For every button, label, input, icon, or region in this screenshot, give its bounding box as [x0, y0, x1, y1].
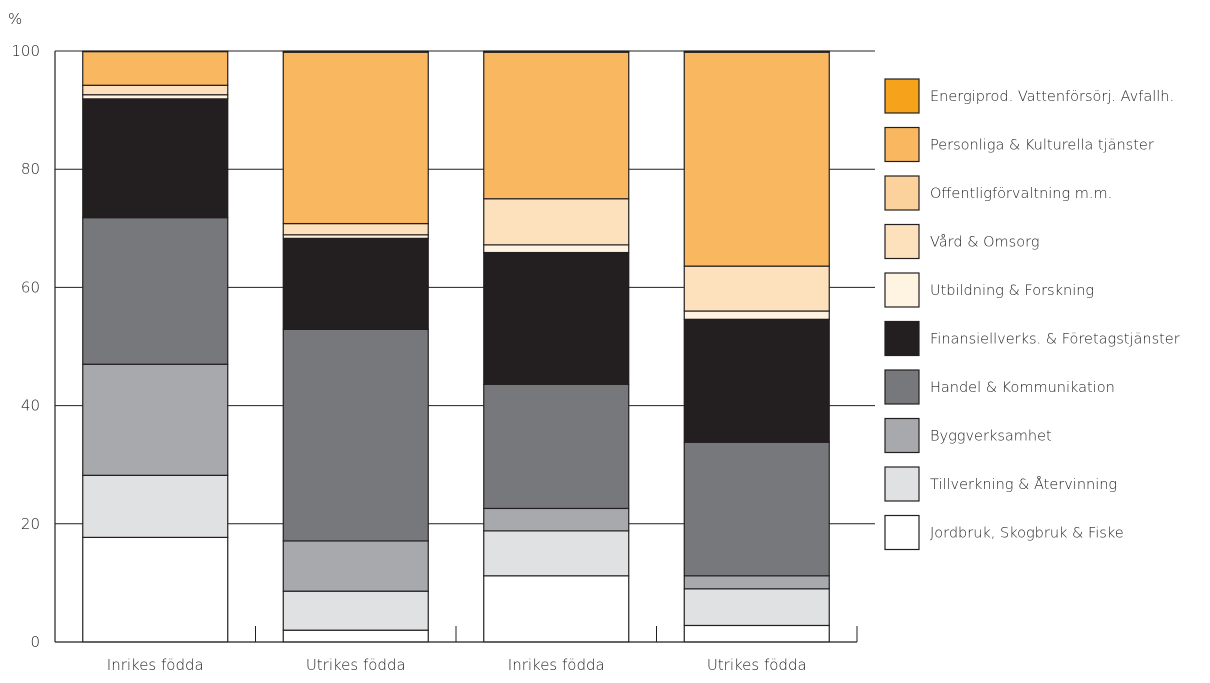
x-tick-label: Utrikes födda: [306, 656, 406, 674]
y-tick-label: 0: [30, 633, 40, 651]
legend-label: Handel & Kommunikation: [930, 380, 1115, 396]
bar-segment: [82, 98, 229, 219]
bar-segment: [282, 328, 429, 542]
bar-segment: [683, 50, 830, 53]
bar-segment: [683, 310, 830, 320]
y-axis-unit-label: %: [8, 10, 22, 28]
bar-segment: [483, 51, 630, 200]
legend-label: Personliga & Kulturella tjänster: [930, 138, 1154, 154]
bar-segment: [683, 624, 830, 643]
bar-segment: [683, 318, 830, 443]
bar-segment: [82, 474, 229, 538]
bar-segment: [82, 50, 229, 53]
bar-segment: [282, 51, 429, 225]
bar-segment: [483, 198, 630, 246]
y-tick-label: 60: [21, 278, 40, 296]
bar-segment: [483, 507, 630, 532]
legend-swatch: [884, 175, 920, 211]
legend-swatch: [884, 417, 920, 454]
legend-swatch: [884, 78, 920, 114]
legend-swatch: [884, 320, 920, 357]
bar-segment: [483, 530, 630, 577]
legend-swatch: [884, 126, 920, 163]
legend-label: Offentligförvaltning m.m.: [930, 186, 1112, 202]
bar-segment: [282, 590, 429, 631]
bar-segment: [82, 84, 229, 96]
bar-segment: [282, 50, 429, 53]
y-tick-label: 80: [21, 160, 40, 178]
bar-segment: [282, 237, 429, 330]
bar-segment: [483, 50, 630, 53]
legend-label: Tillverkning & Återvinning: [930, 476, 1117, 493]
bar-segment: [683, 588, 830, 627]
bar-segment: [683, 265, 830, 312]
y-tick-label: 40: [21, 397, 40, 415]
legend-swatch: [884, 466, 920, 502]
bar-segment: [82, 536, 229, 643]
bar-segment: [82, 217, 229, 365]
bar-segment: [282, 222, 429, 236]
bar-segment: [82, 363, 229, 476]
bar-segment: [683, 575, 830, 590]
legend-swatch: [884, 369, 920, 405]
bar-segment: [683, 51, 830, 267]
bars: [82, 50, 830, 643]
y-tick-label: 100: [11, 42, 40, 60]
legend-label: Jordbruk, Skogbruk & Fiske: [930, 526, 1124, 542]
bar-segment: [483, 383, 630, 510]
y-tick-label: 20: [21, 515, 40, 533]
bar-segment: [483, 575, 630, 643]
legend: Energiprod. Vattenförsörj. Avfallh. Perso…: [884, 78, 1180, 551]
x-tick-label: Inrikes födda: [107, 656, 204, 674]
bar-segment: [82, 94, 229, 100]
bar-segment: [483, 244, 630, 254]
legend-swatch: [884, 223, 920, 260]
x-tick-label: Utrikes födda: [707, 656, 807, 674]
bar-segment: [683, 441, 830, 577]
axes: Inrikes födda Utrikes födda Inrikes födda U…: [11, 42, 858, 674]
legend-swatch: [884, 514, 920, 551]
legend-swatch: [884, 272, 920, 308]
legend-label: Finansiellverks. & Företagstjänster: [930, 332, 1180, 348]
bar-segment: [282, 629, 429, 643]
legend-label: Byggverksamhet: [930, 429, 1052, 445]
bar-segment: [282, 540, 429, 592]
legend-label: Utbildning & Forskning: [930, 283, 1094, 299]
bar-segment: [483, 251, 630, 385]
x-tick-label: Inrikes födda: [508, 656, 605, 674]
legend-label: Vård & Omsorg: [930, 234, 1040, 251]
bar-segment: [82, 50, 229, 86]
legend-label: Energiprod. Vattenförsörj. Avfallh.: [930, 89, 1174, 105]
